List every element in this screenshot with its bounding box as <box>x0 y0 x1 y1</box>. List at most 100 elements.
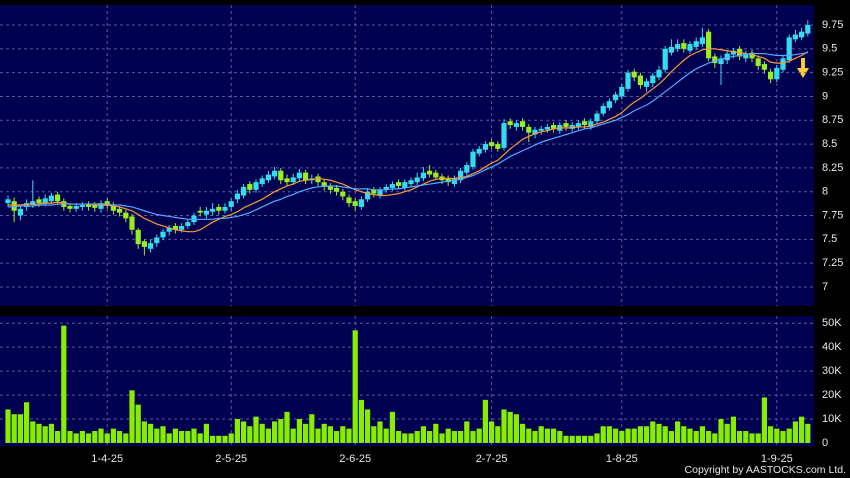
volume-bar <box>278 419 284 443</box>
candle-body <box>464 165 470 173</box>
candle-body <box>148 243 154 249</box>
candle-body <box>575 123 581 127</box>
volume-bar <box>650 421 656 443</box>
candle-body <box>340 191 346 197</box>
candle-body <box>284 178 290 183</box>
copyright: Copyright by AASTOCKS.com Ltd. <box>685 464 846 476</box>
y-tick-label: 7.25 <box>822 257 843 269</box>
candle-body <box>470 151 476 167</box>
candle-body <box>17 208 23 216</box>
volume-bar <box>210 435 216 443</box>
y-tick-label: 7.75 <box>822 209 843 221</box>
volume-bar <box>241 421 247 443</box>
volume-bar <box>470 431 476 443</box>
volume-bar <box>30 421 36 443</box>
volume-bar <box>48 423 54 443</box>
candle-body <box>780 58 786 70</box>
volume-bar <box>129 390 135 443</box>
volume-bar <box>216 435 222 443</box>
candle-body <box>445 178 451 183</box>
candle-body <box>92 205 98 208</box>
volume-bar <box>383 428 389 443</box>
candle-body <box>458 170 464 181</box>
y-tick-label: 9.25 <box>822 67 843 79</box>
volume-bar <box>594 433 600 443</box>
volume-bar <box>637 426 643 443</box>
candle-body <box>761 64 767 70</box>
candle-body <box>228 201 234 207</box>
volume-bar <box>489 421 495 443</box>
volume-bar <box>699 426 705 443</box>
candle-body <box>389 184 395 188</box>
volume-bar <box>724 423 730 443</box>
candle-body <box>625 72 631 89</box>
y-tick-label: 20K <box>822 389 842 401</box>
candle-body <box>48 195 54 202</box>
volume-bar <box>743 431 749 443</box>
candle-body <box>334 187 340 192</box>
volume-bar <box>61 325 67 443</box>
volume-bar <box>42 426 48 443</box>
candle-body <box>303 172 309 181</box>
volume-bar <box>476 428 482 443</box>
y-tick-label: 8.75 <box>822 114 843 126</box>
candle-body <box>296 172 302 179</box>
volume-bar <box>613 428 619 443</box>
volume-bar <box>588 435 594 443</box>
candle-body <box>222 206 228 211</box>
volume-bar <box>11 414 17 443</box>
candle-body <box>377 189 383 196</box>
candle-body <box>234 193 240 200</box>
candle-body <box>799 31 805 38</box>
x-tick-label: 1-4-25 <box>91 453 123 465</box>
candle-body <box>495 144 501 149</box>
volume-bar <box>408 433 414 443</box>
volume-bar <box>247 426 253 443</box>
volume-bar <box>303 423 309 443</box>
y-tick-label: 8.5 <box>822 138 837 150</box>
candle-body <box>141 241 147 247</box>
volume-bar <box>749 433 755 443</box>
candle-body <box>79 205 85 207</box>
volume-bar <box>148 423 154 443</box>
volume-bar <box>575 435 581 443</box>
candle-body <box>687 44 693 51</box>
candle-body <box>110 205 116 211</box>
candle-body <box>681 43 687 49</box>
candle-body <box>358 199 364 207</box>
volume-bar <box>67 431 73 443</box>
volume-bar <box>451 431 457 443</box>
candle-body <box>402 182 408 188</box>
volume-bar <box>197 433 203 443</box>
candle-body <box>662 48 668 70</box>
volume-bar <box>693 431 699 443</box>
volume-bar <box>625 428 631 443</box>
candle-body <box>501 123 507 148</box>
volume-bar <box>526 428 532 443</box>
candle-body <box>712 56 718 64</box>
y-tick-label: 0 <box>822 437 828 449</box>
volume-bar <box>160 426 166 443</box>
volume-bar <box>631 428 637 443</box>
candle-body <box>123 212 129 219</box>
volume-bar <box>644 426 650 443</box>
volume-bar <box>544 428 550 443</box>
candle-body <box>197 210 203 213</box>
volume-bar <box>191 428 197 443</box>
candle-body <box>247 184 253 190</box>
candle-body <box>67 205 73 209</box>
candle-body <box>606 101 612 108</box>
candle-body <box>718 58 724 65</box>
y-tick-label: 7 <box>822 281 828 293</box>
y-tick-label: 50K <box>822 317 842 329</box>
volume-bar <box>24 402 30 443</box>
candle-body <box>675 44 681 49</box>
candle-body <box>489 142 495 146</box>
volume-bar <box>154 428 160 443</box>
candle-body <box>706 31 712 59</box>
volume-bar <box>675 421 681 443</box>
volume-bar <box>538 426 544 443</box>
candle-body <box>259 178 265 185</box>
volume-bar <box>551 428 557 443</box>
price-panel <box>0 5 814 306</box>
